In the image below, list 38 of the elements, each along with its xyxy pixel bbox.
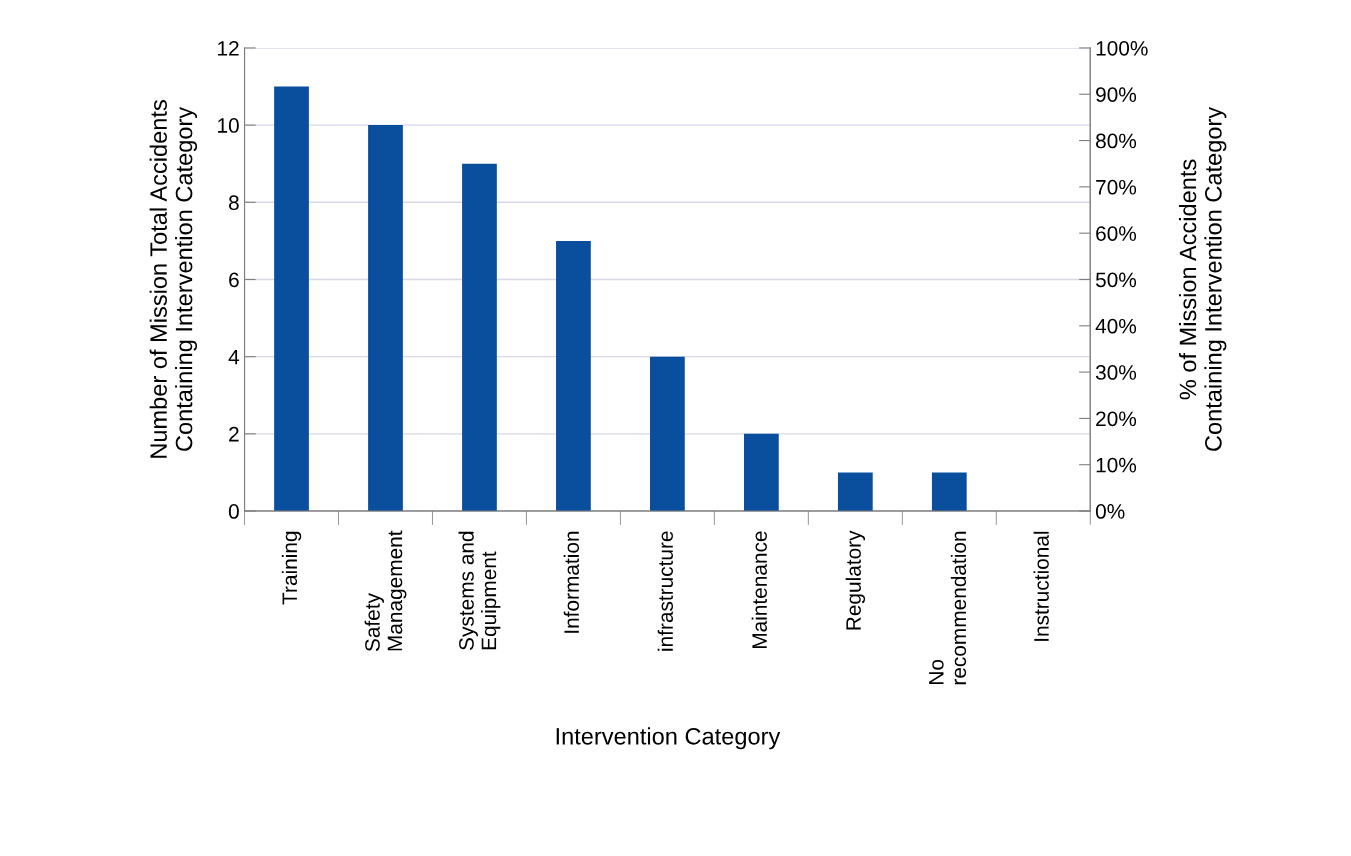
y2-tick-label: 0% [1095, 504, 1125, 519]
y2-tick-label: 20% [1096, 411, 1137, 427]
x-tick-label: Systems and Equipment [458, 531, 501, 650]
bar [650, 356, 685, 512]
x-tick-label: No recommendation [929, 531, 967, 685]
x-tick-label: Safety Management [364, 530, 407, 652]
y-axis-title: Number of Mission Total Accidents Containing Intervention Category [149, 100, 198, 458]
y2-tick-label: 10% [1096, 457, 1137, 473]
y-tick-label: 2 [229, 426, 239, 442]
y2-tick-label: 90% [1096, 87, 1137, 102]
x-tick-label: Maintenance [751, 531, 767, 649]
x-tick-label: infrastructure [657, 531, 673, 651]
bar [462, 163, 497, 512]
bar [743, 433, 779, 512]
x-tick-label: Instructional [1033, 531, 1049, 641]
y2-tick-label: 80% [1096, 133, 1137, 149]
y2-axis-title: % of Mission Accidents Containing Intervention Category [1178, 106, 1227, 451]
y-tick-label: 4 [228, 349, 240, 365]
y2-tick-label: 70% [1096, 179, 1137, 195]
bar [837, 472, 873, 512]
y2-tick-label: 100% [1096, 40, 1148, 56]
x-tick-label: Information [563, 531, 580, 633]
y2-tick-label: 50% [1095, 272, 1137, 288]
y-tick-label: 12 [218, 40, 239, 56]
bar [368, 125, 403, 512]
y-tick-label: 10 [218, 118, 239, 133]
x-tick-label: Training [281, 531, 302, 605]
y2-tick-label: 30% [1095, 365, 1137, 380]
bar [556, 240, 591, 512]
bar [931, 472, 967, 512]
y-tick-label: 8 [228, 195, 239, 211]
x-tick-label: Regulatory [845, 530, 866, 630]
y-tick-label: 0 [228, 504, 239, 519]
bar [274, 86, 309, 512]
y2-tick-label: 40% [1095, 318, 1137, 334]
x-axis-title: Intervention Category [556, 727, 781, 750]
y2-tick-label: 60% [1096, 226, 1137, 241]
y-tick-label: 6 [229, 272, 239, 288]
